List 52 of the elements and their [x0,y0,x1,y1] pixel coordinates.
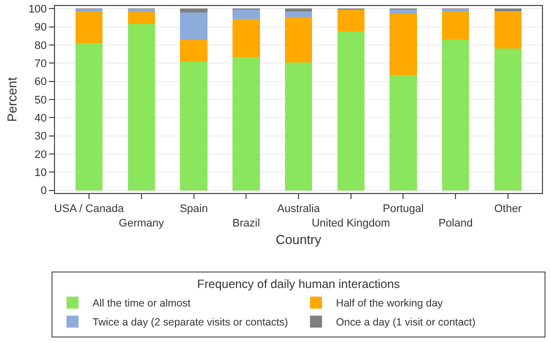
bar [284,11,312,17]
bar [232,57,260,190]
bar [75,43,103,190]
bar [494,48,522,190]
bar [284,16,312,62]
x-tick-label: Australia [277,203,321,216]
bar [284,62,312,190]
bar [337,10,364,32]
legend-label: Twice a day (2 separate visits or contacts) [92,316,288,329]
bar [180,8,208,12]
bar [180,40,208,62]
y-tick-label: 40 [34,112,47,125]
bar [494,11,522,49]
x-tick-label: Germany [118,218,165,230]
bar [284,8,312,12]
y-tick-label: 30 [34,130,47,143]
bar [75,11,103,44]
y-axis-title: Percent [4,76,20,122]
y-tick-label: 80 [34,40,47,52]
bar [180,12,208,40]
bar [442,11,470,40]
legend-title: Frequency of daily human interactions [197,277,400,292]
y-tick-label: 70 [34,58,47,70]
bar [232,18,260,58]
bar [180,61,208,190]
legend-label: Half of the working day [336,298,444,310]
x-tick-label: United Kingdom [312,218,390,230]
bar [128,9,156,12]
x-tick-label: Brazil [232,218,260,230]
legend-label: All the time or almost [92,298,191,310]
bar [390,74,417,190]
bar [442,40,470,190]
y-tick-label: 60 [34,76,47,88]
y-tick-label: 50 [34,94,47,106]
bar [337,31,364,190]
x-tick-label: Poland [438,218,473,230]
bar [390,10,417,14]
legend-label: Once a day (1 visit or contact) [336,316,476,329]
x-tick-label: Spain [180,203,208,216]
y-tick-label: 90 [34,22,47,34]
y-tick-label: 10 [34,166,47,179]
y-tick-label: 100 [28,4,47,16]
x-tick-label: Portugal [382,203,424,216]
bar [232,9,260,19]
x-tick-label: USA / Canada [54,203,125,216]
bar [128,12,156,24]
x-axis-title: Country [276,232,322,248]
bar [128,24,156,190]
y-tick-label: 20 [34,148,47,161]
y-tick-label: 0 [40,185,47,198]
x-tick-label: Other [494,203,522,216]
bar [390,13,417,75]
